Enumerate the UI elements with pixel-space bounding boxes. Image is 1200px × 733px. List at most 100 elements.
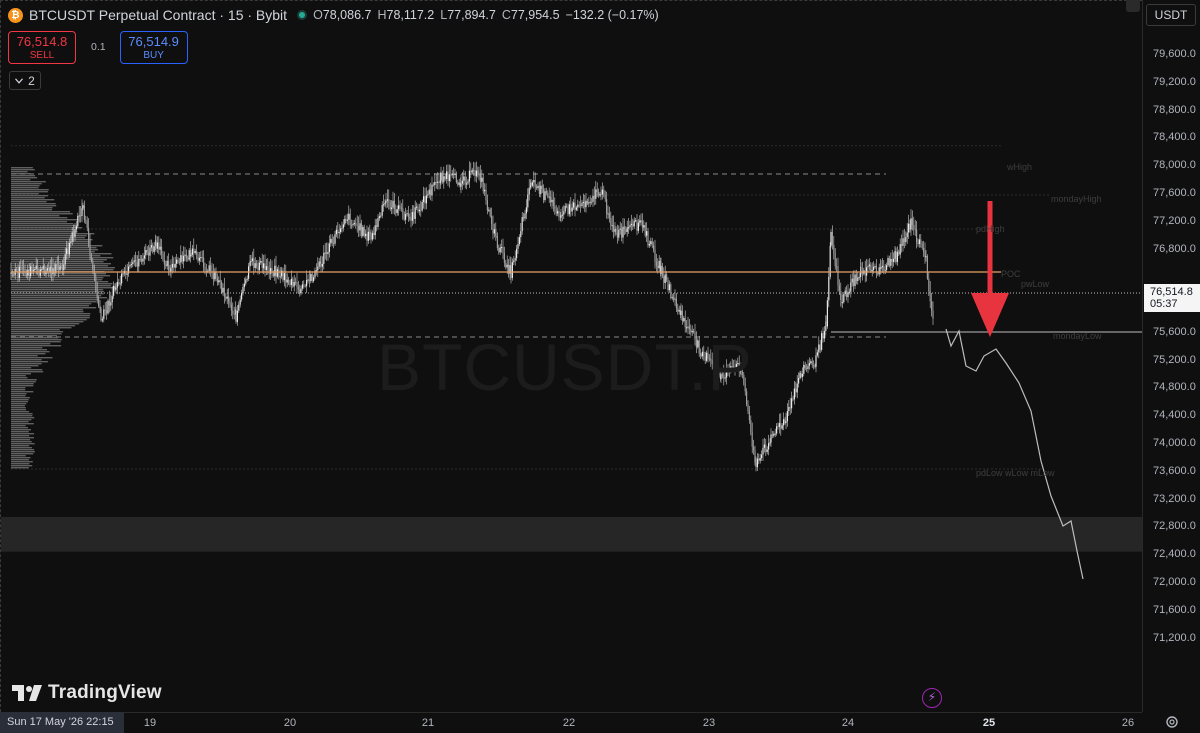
volume-profile-bar [11,375,26,377]
volume-profile-bar [11,427,29,429]
candle-body [538,185,540,195]
volume-profile-bar [11,311,84,313]
candle-body [660,265,662,274]
market-status-icon[interactable] [297,10,308,20]
volume-profile-bar [11,291,104,293]
candle-body [875,266,877,274]
price-chart[interactable] [1,1,1142,712]
candle-body [653,245,655,250]
candle-body [358,225,360,231]
candle-body [460,183,462,187]
candle-body [77,215,79,227]
candle-body [829,245,831,277]
candle-body [320,261,322,264]
candle-body [776,426,778,434]
candle-body [878,267,880,275]
candle-body [616,233,618,238]
volume-profile-bar [11,239,93,241]
candle-body [276,269,278,277]
lightning-icon[interactable]: ⚡ [922,688,942,708]
candle-body [574,202,576,210]
candle-body [85,219,87,222]
indicators-toggle[interactable]: 2 [9,71,41,90]
candle-body [187,258,189,260]
candle-body [392,200,394,208]
trade-panel: 76,514.8 SELL 0.1 76,514.9 BUY [8,30,188,64]
candle-body [265,266,267,271]
currency-select[interactable]: USDT [1146,4,1196,26]
price-tick: 75,600.0 [1153,325,1196,338]
candle-body [785,421,787,424]
price-tick: 73,600.0 [1153,464,1196,477]
candle-body [830,231,832,246]
volume-profile-bar [11,357,53,359]
candle-body [443,176,445,183]
candle-body [41,269,43,271]
candle-body [324,252,326,254]
red-arrow-head [971,293,1009,337]
candle-body [508,264,510,274]
candle-body [367,231,369,241]
candle-body [911,218,913,225]
time-axis[interactable]: 19 20 21 22 23 24 25 26 [0,712,1142,733]
candle-body [890,258,892,266]
volume-profile-bar [11,277,104,279]
price-tick: 74,000.0 [1153,437,1196,449]
candle-body [107,300,109,314]
volume-profile-bar [11,197,45,199]
candle-body [411,212,413,221]
window-tab[interactable] [1126,0,1140,12]
volume-profile-bar [11,289,104,291]
candle-body [212,273,214,280]
candle-body [438,181,440,184]
candle-body [593,195,595,199]
symbol-title[interactable]: BTCUSDT Perpetual Contract · 15 · Bybit [29,7,288,23]
candle-body [190,254,192,257]
candle-body [169,270,171,272]
candle-body [520,231,522,238]
candle-body [413,212,415,219]
candle-body [837,266,839,286]
time-tick: 24 [841,717,855,729]
chart-pane[interactable]: BTCUSDT.P wHigh mondayHigh pdHigh POC pw… [0,0,1142,712]
candle-body [125,271,127,275]
volume-profile-bar [11,355,38,357]
candle-body [17,270,19,278]
candle-body [706,352,708,361]
candle-body [887,258,889,266]
candle-body [126,273,128,275]
candle-body [629,225,631,228]
tradingview-logo[interactable]: TradingView [12,682,162,704]
candle-body [257,266,259,271]
candle-body [204,267,206,272]
volume-profile-bar [11,323,80,325]
price-axis[interactable]: 79,600.0 79,200.0 78,800.0 78,400.0 78,000.0… [1142,0,1200,712]
gear-icon[interactable] [1164,714,1180,730]
candle-body [516,248,518,259]
candle-body [32,270,34,272]
volume-profile-bar [11,447,33,449]
buy-button[interactable]: 76,514.9 BUY [119,30,188,64]
candle-body [801,373,803,377]
volume-profile-bar [11,393,27,395]
candle-body [525,207,527,214]
candle-body [152,245,154,252]
candle-body [766,449,768,452]
candle-body [421,202,423,211]
candle-body [463,176,465,181]
lows-label: pdLow wLow mLow [976,468,1055,478]
candle-body [135,260,137,262]
candle-body [573,202,575,208]
volume-profile-bar [11,265,109,267]
candle-body [405,214,407,220]
volume-profile-bar [11,421,29,423]
candle-body [855,274,857,281]
candle-body [327,251,329,255]
candle-body [351,224,353,226]
candle-body [658,261,660,269]
candle-body [264,263,266,271]
mondaylow-label: mondayLow [1053,331,1102,341]
candle-body [928,278,930,291]
sell-button[interactable]: 76,514.8 SELL [8,30,76,64]
